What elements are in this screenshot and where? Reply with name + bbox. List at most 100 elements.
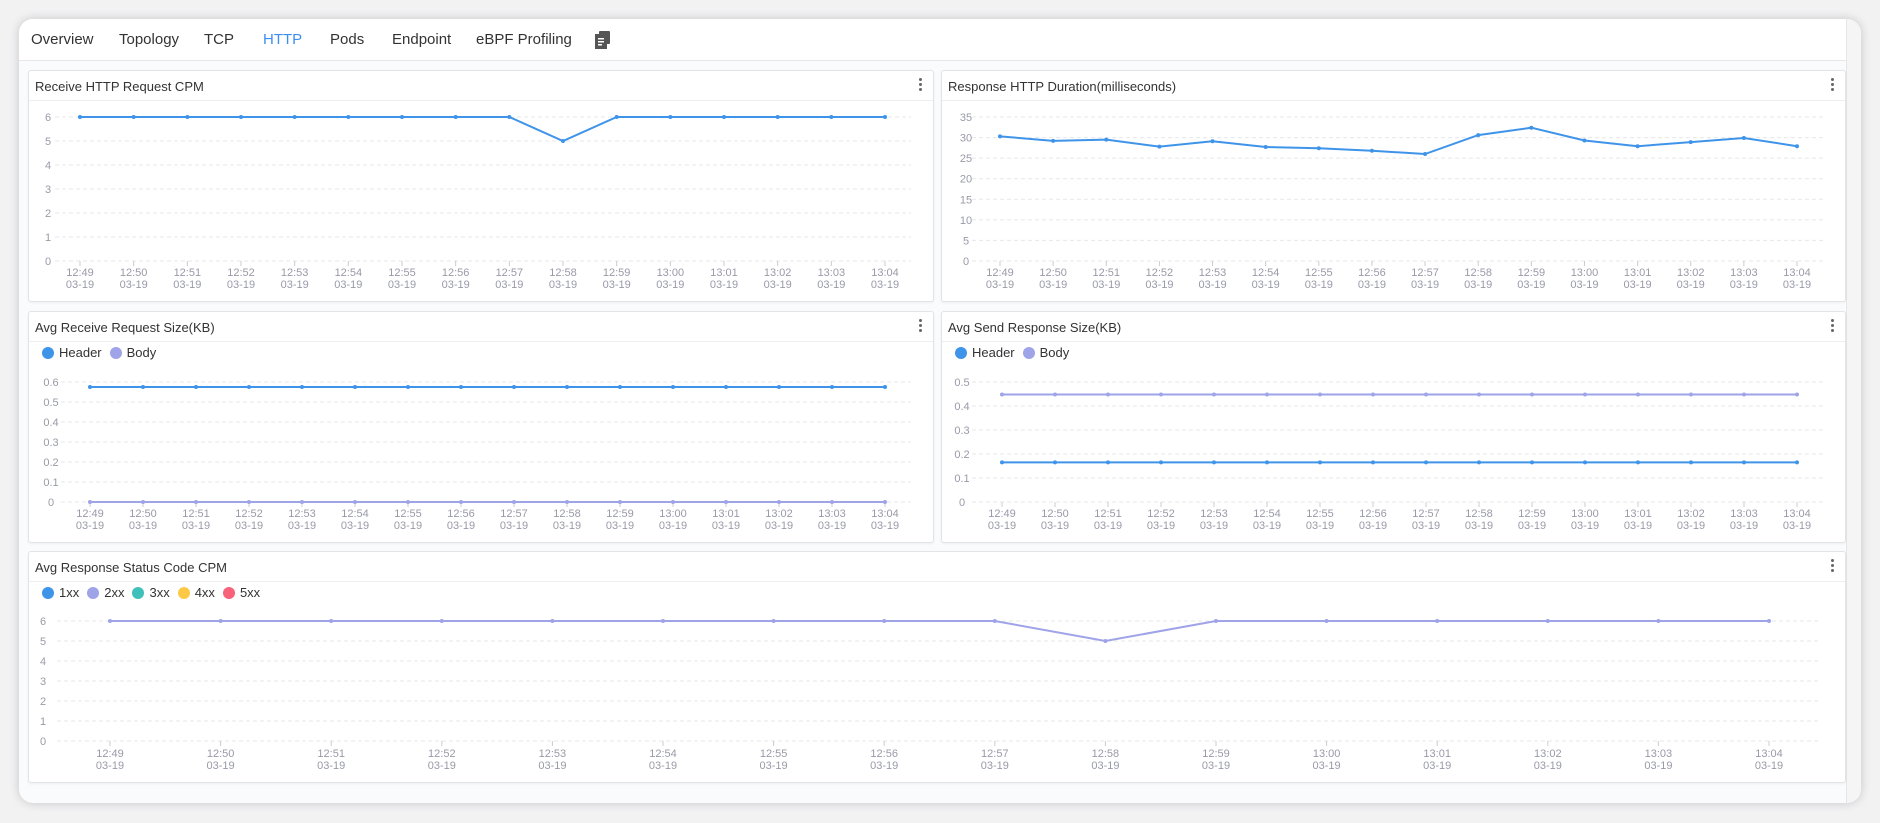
data-point[interactable]	[1636, 392, 1640, 397]
data-point[interactable]	[1000, 392, 1004, 397]
data-point[interactable]	[775, 115, 780, 119]
data-point[interactable]	[618, 500, 622, 504]
data-point[interactable]	[565, 385, 569, 389]
tab-http[interactable]: HTTP	[263, 31, 303, 48]
legend-item[interactable]: Header	[42, 345, 102, 360]
data-point[interactable]	[247, 385, 251, 389]
more-vertical-icon[interactable]	[919, 78, 923, 94]
data-point[interactable]	[1318, 460, 1322, 465]
data-point[interactable]	[400, 115, 404, 119]
data-point[interactable]	[830, 385, 834, 389]
data-point[interactable]	[668, 115, 673, 119]
data-point[interactable]	[1423, 152, 1428, 157]
data-point[interactable]	[1324, 619, 1329, 623]
data-point[interactable]	[247, 500, 251, 504]
data-point[interactable]	[1742, 460, 1746, 465]
data-point[interactable]	[1795, 392, 1799, 397]
data-point[interactable]	[329, 619, 334, 623]
vertical-scrollbar[interactable]	[1846, 19, 1861, 803]
data-point[interactable]	[459, 500, 463, 504]
data-point[interactable]	[1371, 392, 1375, 397]
data-point[interactable]	[1636, 460, 1640, 465]
data-point[interactable]	[1424, 460, 1428, 465]
data-point[interactable]	[1159, 392, 1163, 397]
data-point[interactable]	[459, 385, 463, 389]
legend-item[interactable]: 5xx	[222, 585, 260, 600]
data-point[interactable]	[661, 619, 665, 623]
data-point[interactable]	[1053, 460, 1057, 465]
data-point[interactable]	[353, 385, 357, 389]
data-point[interactable]	[1689, 392, 1693, 397]
data-point[interactable]	[1214, 619, 1218, 623]
data-point[interactable]	[131, 115, 136, 119]
data-point[interactable]	[777, 385, 781, 389]
data-point[interactable]	[1795, 144, 1799, 149]
legend-item[interactable]: Header	[955, 345, 1015, 360]
data-point[interactable]	[194, 385, 198, 389]
data-point[interactable]	[614, 115, 619, 119]
data-point[interactable]	[194, 500, 198, 504]
more-vertical-icon[interactable]	[919, 319, 923, 335]
data-point[interactable]	[1106, 392, 1110, 397]
data-point[interactable]	[561, 139, 565, 143]
data-point[interactable]	[1371, 460, 1375, 465]
data-point[interactable]	[618, 385, 622, 389]
data-point[interactable]	[724, 500, 728, 504]
data-point[interactable]	[439, 619, 444, 623]
data-point[interactable]	[1741, 135, 1746, 140]
data-point[interactable]	[300, 385, 304, 389]
data-point[interactable]	[830, 500, 834, 504]
data-point[interactable]	[88, 385, 92, 389]
data-point[interactable]	[1051, 138, 1056, 143]
data-point[interactable]	[406, 500, 410, 504]
data-point[interactable]	[883, 500, 887, 504]
data-point[interactable]	[1316, 146, 1321, 151]
data-point[interactable]	[1583, 392, 1587, 397]
data-point[interactable]	[1583, 460, 1587, 465]
data-point[interactable]	[512, 385, 516, 389]
data-point[interactable]	[992, 619, 997, 623]
data-point[interactable]	[777, 500, 781, 504]
data-point[interactable]	[108, 619, 112, 623]
data-point[interactable]	[141, 385, 145, 389]
data-point[interactable]	[1265, 460, 1269, 465]
data-point[interactable]	[550, 619, 555, 623]
data-point[interactable]	[1263, 145, 1268, 150]
data-point[interactable]	[1157, 144, 1162, 149]
data-point[interactable]	[771, 619, 776, 623]
tab-topology[interactable]: Topology	[119, 31, 180, 48]
tab-tcp[interactable]: TCP	[204, 31, 234, 48]
tab-pods[interactable]: Pods	[330, 31, 365, 48]
data-point[interactable]	[1656, 619, 1661, 623]
data-point[interactable]	[239, 115, 243, 119]
data-point[interactable]	[1582, 138, 1587, 143]
data-point[interactable]	[218, 619, 223, 623]
data-point[interactable]	[724, 385, 728, 389]
data-point[interactable]	[1424, 392, 1428, 397]
data-point[interactable]	[1104, 137, 1109, 142]
data-point[interactable]	[453, 115, 458, 119]
data-point[interactable]	[1212, 460, 1216, 465]
data-point[interactable]	[1106, 460, 1110, 465]
data-point[interactable]	[722, 115, 726, 119]
data-point[interactable]	[671, 385, 675, 389]
data-point[interactable]	[1530, 460, 1534, 465]
data-point[interactable]	[512, 500, 516, 504]
data-point[interactable]	[300, 500, 304, 504]
data-point[interactable]	[882, 619, 887, 623]
data-point[interactable]	[1369, 148, 1374, 153]
data-point[interactable]	[883, 385, 887, 389]
data-point[interactable]	[1767, 619, 1771, 623]
data-point[interactable]	[507, 115, 512, 119]
data-point[interactable]	[1795, 460, 1799, 465]
more-vertical-icon[interactable]	[1831, 319, 1835, 335]
more-vertical-icon[interactable]	[1831, 559, 1835, 575]
data-point[interactable]	[565, 500, 569, 504]
data-point[interactable]	[406, 385, 410, 389]
more-vertical-icon[interactable]	[1831, 78, 1835, 94]
data-point[interactable]	[185, 115, 190, 119]
legend-item[interactable]: 2xx	[87, 585, 124, 600]
data-point[interactable]	[1318, 392, 1322, 397]
data-point[interactable]	[346, 115, 351, 119]
data-point[interactable]	[883, 115, 887, 119]
